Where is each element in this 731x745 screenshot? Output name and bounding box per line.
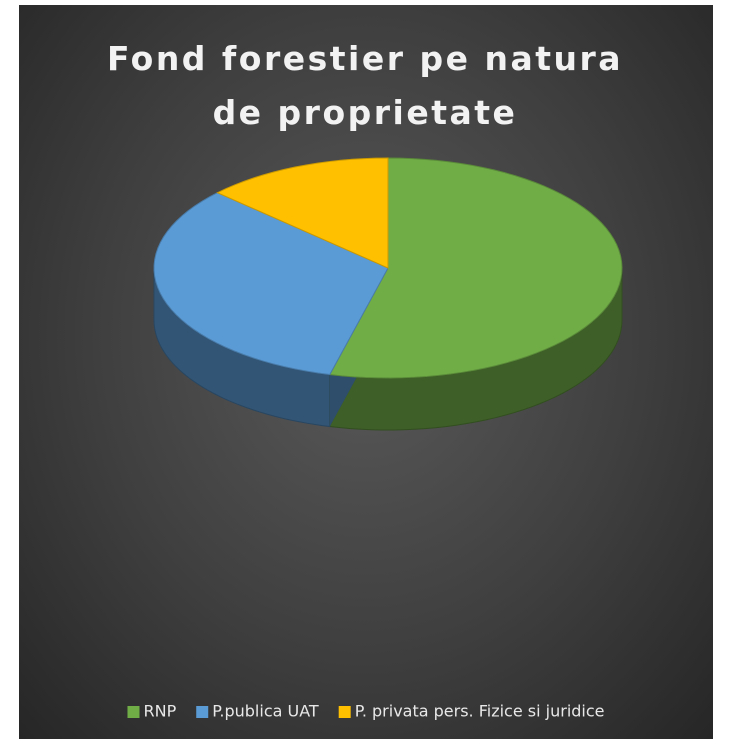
legend-label: P. privata pers. Fizice si juridice <box>355 702 605 721</box>
slice <box>329 157 623 379</box>
slice <box>216 157 389 269</box>
legend: RNP P.publica UAT P. privata pers. Fizice … <box>127 702 605 721</box>
legend-swatch <box>338 706 351 718</box>
legend-label: P.publica UAT <box>212 702 319 721</box>
slice <box>153 192 389 376</box>
chart-title: Fond forestier pe natura de proprietate <box>106 39 624 132</box>
legend-label: RNP <box>143 702 176 721</box>
legend-swatch <box>196 706 209 718</box>
legend-swatch <box>127 706 140 718</box>
